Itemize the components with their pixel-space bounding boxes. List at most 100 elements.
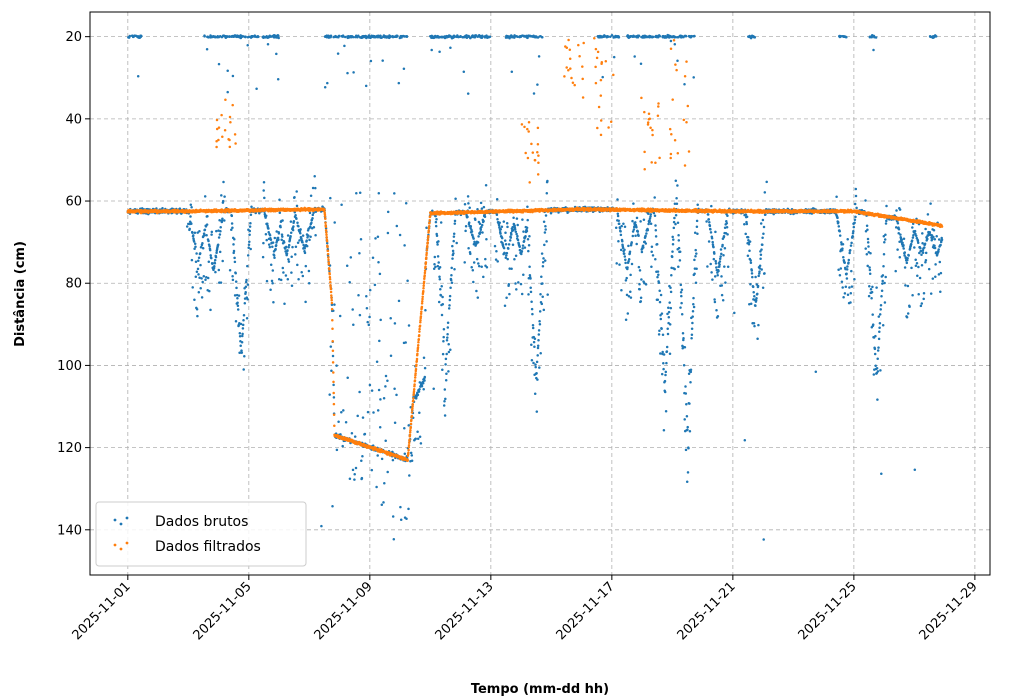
dados-brutos-point bbox=[369, 35, 373, 39]
dados-brutos-point bbox=[939, 290, 942, 293]
dados-brutos-point bbox=[361, 454, 364, 458]
dados-brutos-point bbox=[756, 292, 759, 296]
dados-brutos-point bbox=[420, 384, 424, 388]
dados-brutos-point bbox=[612, 55, 616, 59]
dados-brutos-point bbox=[894, 226, 898, 229]
dados-brutos-point bbox=[636, 230, 640, 233]
dados-brutos-point bbox=[875, 286, 878, 289]
dados-brutos-point bbox=[667, 310, 671, 314]
dados-brutos-point bbox=[185, 225, 189, 228]
dados-brutos-point bbox=[310, 221, 313, 225]
dados-brutos-point bbox=[668, 301, 671, 304]
dados-brutos-point bbox=[622, 222, 625, 225]
dados-brutos-point bbox=[597, 34, 601, 38]
dados-brutos-point bbox=[914, 264, 918, 268]
dados-brutos-point bbox=[502, 220, 506, 223]
dados-brutos-point bbox=[756, 337, 759, 340]
dados-brutos-point bbox=[384, 385, 387, 388]
dados-brutos-point bbox=[344, 420, 348, 424]
dados-brutos-point bbox=[480, 223, 484, 227]
dados-brutos-point bbox=[691, 321, 694, 325]
dados-brutos-point bbox=[244, 285, 248, 288]
dados-brutos-point bbox=[277, 238, 280, 241]
dados-brutos-point bbox=[365, 307, 369, 310]
dados-brutos-point bbox=[433, 262, 436, 266]
dados-brutos-point bbox=[455, 241, 458, 245]
dados-brutos-point bbox=[218, 35, 221, 38]
dados-brutos-point bbox=[243, 355, 246, 358]
dados-brutos-point bbox=[440, 35, 444, 39]
dados-brutos-point bbox=[658, 329, 661, 333]
dados-brutos-point bbox=[371, 256, 375, 260]
dados-brutos-point bbox=[839, 34, 842, 38]
dados-brutos-point bbox=[695, 219, 699, 223]
dados-brutos-point bbox=[539, 351, 542, 355]
dados-brutos-point bbox=[629, 290, 632, 293]
dados-brutos-point bbox=[468, 206, 471, 209]
dados-brutos-point bbox=[495, 197, 499, 201]
dados-brutos-point bbox=[346, 376, 349, 380]
dados-brutos-point bbox=[403, 427, 406, 430]
dados-brutos-point bbox=[677, 265, 680, 268]
dados-brutos-point bbox=[206, 215, 209, 218]
dados-brutos-point bbox=[868, 272, 872, 276]
dados-brutos-point bbox=[290, 284, 294, 288]
dados-brutos-point bbox=[198, 252, 202, 255]
dados-brutos-point bbox=[845, 36, 848, 39]
dados-brutos-point bbox=[657, 273, 660, 276]
dados-brutos-point bbox=[295, 217, 298, 220]
dados-brutos-point bbox=[677, 246, 681, 250]
dados-brutos-point bbox=[525, 35, 529, 38]
dados-brutos-point bbox=[434, 214, 437, 218]
dados-brutos-point bbox=[514, 282, 517, 285]
dados-brutos-point bbox=[683, 34, 687, 38]
dados-brutos-point bbox=[619, 230, 622, 233]
dados-brutos-point bbox=[714, 230, 717, 234]
dados-brutos-point bbox=[286, 277, 290, 281]
dados-brutos-point bbox=[330, 369, 333, 372]
dados-brutos-point bbox=[674, 179, 678, 182]
dados-brutos-point bbox=[522, 34, 526, 38]
dados-brutos-point bbox=[283, 302, 286, 305]
dados-brutos-point bbox=[645, 232, 648, 235]
dados-brutos-point bbox=[425, 226, 428, 229]
dados-brutos-point bbox=[513, 228, 517, 231]
dados-brutos-point bbox=[922, 291, 926, 295]
dados-brutos-point bbox=[505, 254, 508, 257]
dados-brutos-point bbox=[269, 263, 273, 266]
dados-brutos-point bbox=[753, 324, 756, 328]
dados-brutos-point bbox=[233, 294, 237, 297]
dados-brutos-point bbox=[274, 36, 277, 39]
dados-brutos-point bbox=[194, 245, 197, 249]
dados-brutos-point bbox=[673, 42, 677, 46]
dados-brutos-point bbox=[376, 35, 380, 39]
dados-brutos-point bbox=[689, 370, 693, 374]
dados-brutos-point bbox=[520, 249, 524, 253]
dados-brutos-point bbox=[243, 302, 247, 305]
dados-brutos-point bbox=[206, 276, 210, 280]
dados-brutos-point bbox=[193, 298, 196, 302]
dados-brutos-point bbox=[442, 328, 446, 331]
dados-brutos-point bbox=[928, 35, 932, 38]
dados-brutos-point bbox=[717, 269, 720, 273]
dados-brutos-point bbox=[386, 379, 389, 383]
dados-brutos-point bbox=[440, 285, 443, 288]
dados-filtrados-point bbox=[329, 287, 333, 291]
dados-brutos-point bbox=[477, 262, 480, 265]
dados-brutos-point bbox=[884, 275, 887, 279]
dados-brutos-point bbox=[483, 215, 487, 218]
dados-brutos-point bbox=[665, 361, 668, 365]
dados-brutos-point bbox=[762, 225, 766, 229]
dados-brutos-point bbox=[719, 248, 723, 251]
dados-brutos-point bbox=[505, 221, 509, 225]
dados-brutos-point bbox=[538, 310, 542, 313]
dados-brutos-point bbox=[518, 245, 521, 248]
dados-brutos-point bbox=[531, 323, 535, 327]
dados-brutos-point bbox=[669, 290, 673, 294]
dados-brutos-point bbox=[515, 232, 518, 236]
dados-brutos-point bbox=[640, 250, 644, 254]
dados-brutos-point bbox=[484, 257, 487, 261]
dados-brutos-point bbox=[333, 221, 336, 224]
dados-brutos-point bbox=[748, 249, 751, 252]
dados-brutos-point bbox=[191, 286, 194, 289]
